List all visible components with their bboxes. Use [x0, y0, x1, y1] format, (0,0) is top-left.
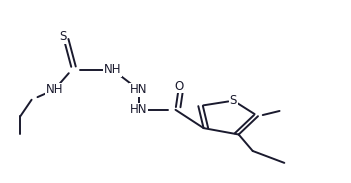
Text: NH: NH [46, 83, 63, 96]
Text: NH: NH [104, 63, 121, 76]
Text: HN: HN [130, 83, 147, 96]
Text: O: O [174, 79, 184, 93]
Text: S: S [59, 30, 67, 43]
Text: HN: HN [130, 103, 147, 116]
Text: S: S [230, 94, 237, 107]
